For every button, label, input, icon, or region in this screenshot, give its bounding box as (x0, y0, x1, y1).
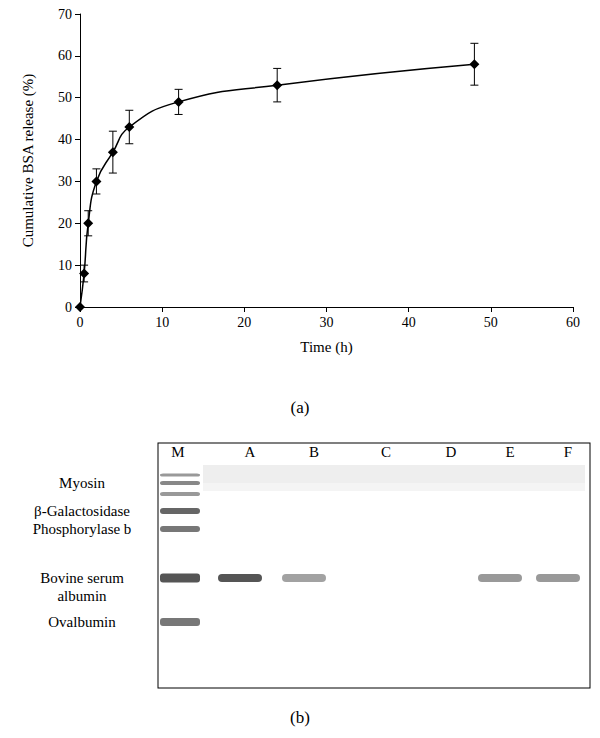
svg-text:20: 20 (58, 216, 72, 231)
svg-text:C: C (381, 444, 391, 460)
svg-text:(b): (b) (290, 708, 310, 727)
svg-text:A: A (245, 444, 256, 460)
svg-text:20: 20 (237, 315, 251, 330)
svg-text:Cumulative BSA release (%): Cumulative BSA release (%) (20, 74, 37, 248)
svg-text:M: M (171, 444, 184, 460)
svg-text:β-Galactosidase: β-Galactosidase (34, 503, 130, 519)
svg-text:50: 50 (58, 90, 72, 105)
svg-text:30: 30 (58, 174, 72, 189)
svg-text:B: B (309, 444, 319, 460)
svg-text:Ovalbumin: Ovalbumin (48, 614, 116, 630)
svg-text:E: E (505, 444, 514, 460)
svg-text:50: 50 (484, 315, 498, 330)
svg-text:40: 40 (58, 132, 72, 147)
svg-text:60: 60 (58, 48, 72, 63)
svg-text:Time (h): Time (h) (300, 339, 352, 356)
svg-text:40: 40 (402, 315, 416, 330)
svg-text:D: D (446, 444, 457, 460)
svg-text:60: 60 (566, 315, 580, 330)
svg-text:0: 0 (77, 315, 84, 330)
svg-text:Bovine serum: Bovine serum (40, 570, 124, 586)
svg-text:10: 10 (58, 258, 72, 273)
svg-text:0: 0 (65, 300, 72, 315)
svg-text:F: F (564, 444, 572, 460)
html-text:(a): (a) (290, 398, 310, 417)
svg-text:albumin: albumin (57, 588, 107, 604)
svg-text:Phosphorylase b: Phosphorylase b (33, 521, 132, 537)
svg-text:10: 10 (155, 315, 169, 330)
svg-text:Myosin: Myosin (59, 475, 105, 491)
svg-text:70: 70 (58, 7, 72, 22)
svg-text:30: 30 (320, 315, 334, 330)
